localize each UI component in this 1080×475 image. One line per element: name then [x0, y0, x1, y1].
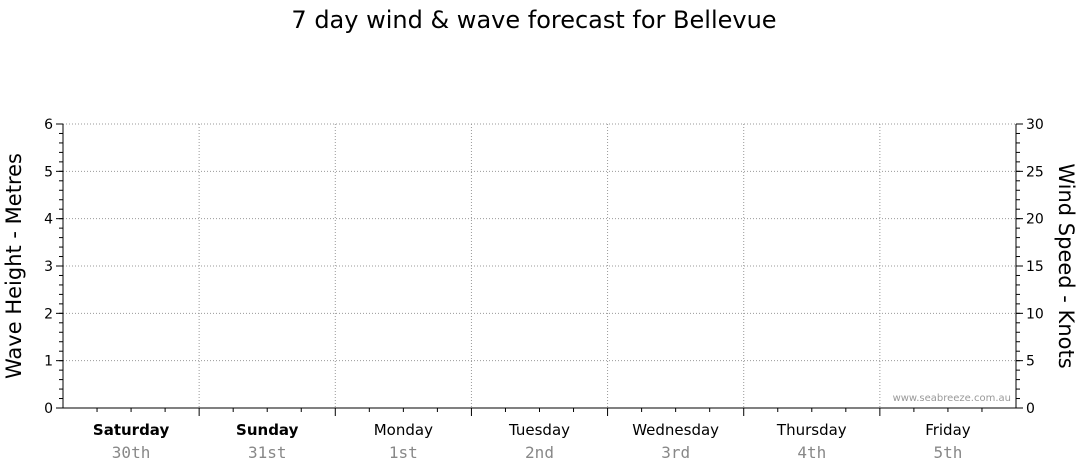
y-left-tick-label: 3 [44, 259, 53, 275]
day-name-label: Wednesday [632, 421, 719, 439]
y-right-tick-label: 15 [1026, 259, 1044, 275]
watermark-text: www.seabreeze.com.au [893, 393, 1011, 404]
y-right-tick-label: 30 [1026, 117, 1044, 133]
day-date-label: 2nd [525, 443, 554, 462]
day-date-label: 31st [248, 443, 287, 462]
y-left-tick-label: 6 [44, 117, 53, 133]
y-left-tick-label: 1 [44, 354, 53, 370]
day-date-label: 4th [797, 443, 826, 462]
y-right-tick-label: 25 [1026, 164, 1044, 180]
y-left-tick-label: 5 [44, 164, 53, 180]
grid-layer [63, 123, 1016, 408]
chart-title: 7 day wind & wave forecast for Bellevue [291, 6, 776, 34]
day-date-label: 30th [112, 443, 151, 462]
day-name-label: Monday [374, 421, 433, 439]
day-name-label: Tuesday [508, 421, 570, 439]
y-right-tick-label: 20 [1026, 212, 1044, 228]
y-axis-left-label: Wave Height - Metres [2, 153, 26, 379]
y-right-tick-label: 0 [1026, 401, 1035, 417]
day-date-label: 1st [389, 443, 418, 462]
day-name-label: Saturday [93, 421, 170, 439]
y-right-tick-label: 5 [1026, 354, 1035, 370]
day-name-label: Sunday [236, 421, 299, 439]
y-left-tick-label: 2 [44, 306, 53, 322]
day-date-label: 5th [933, 443, 962, 462]
day-date-label: 3rd [661, 443, 690, 462]
y-right-tick-label: 10 [1026, 306, 1044, 322]
y-left-tick-label: 4 [44, 212, 53, 228]
day-name-label: Thursday [776, 421, 847, 439]
labels-layer: 0 1 2 3 4 5 6 0 5 10 15 20 25 30 Saturday 30th Sunday 31s… [44, 117, 1044, 462]
y-left-tick-label: 0 [44, 401, 53, 417]
axes-layer [56, 123, 1023, 416]
day-name-label: Friday [925, 421, 971, 439]
y-axis-right-label: Wind Speed - Knots [1054, 163, 1078, 368]
